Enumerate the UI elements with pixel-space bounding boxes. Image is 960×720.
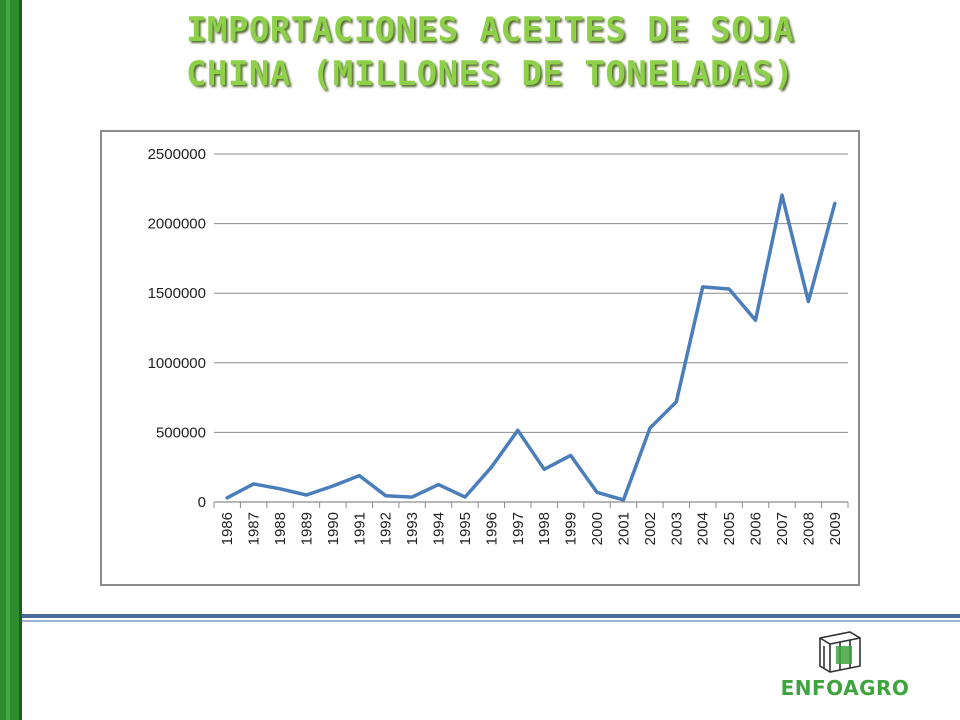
y-tick-label: 2500000: [148, 146, 206, 163]
data-point: [648, 427, 652, 430]
x-tick-label: 2008: [800, 512, 817, 545]
data-point: [569, 454, 572, 457]
x-tick-label: 2005: [721, 512, 738, 545]
data-point: [780, 193, 784, 197]
data-point: [410, 495, 414, 499]
series-line: [225, 193, 837, 502]
x-tick-label: 2002: [642, 512, 659, 545]
y-tick-label: 1000000: [148, 355, 206, 372]
y-tick-label: 500000: [156, 424, 206, 441]
y-tick-label: 1500000: [148, 285, 206, 302]
y-axis-labels: 0 500000 1000000 1500000 2000000 2500000: [148, 146, 206, 511]
chart-frame: 0 500000 1000000 1500000 2000000 2500000 1986…: [100, 130, 860, 586]
x-tick-label: 2000: [589, 512, 606, 545]
line-chart: 0 500000 1000000 1500000 2000000 2500000 1986…: [148, 146, 849, 545]
x-tick-label: 1995: [457, 512, 474, 545]
x-tick-label: 1991: [351, 512, 368, 545]
data-point: [490, 466, 493, 469]
enfoagro-logo-icon: [819, 631, 861, 673]
y-tick-label: 2000000: [148, 216, 206, 233]
x-axis: [213, 501, 849, 508]
data-point: [622, 498, 625, 502]
data-point: [305, 493, 308, 497]
x-tick-label: 1990: [325, 512, 342, 545]
footer-rule-thin: [22, 620, 960, 622]
data-point: [727, 287, 731, 291]
data-point: [701, 285, 704, 289]
x-axis-labels: 1986 1987 1988 1989 1990 1991 1992 1993 1994 1995…: [219, 512, 844, 545]
x-tick-label: 1997: [510, 512, 527, 545]
x-tick-label: 1988: [272, 512, 289, 545]
x-tick-label: 1987: [246, 512, 263, 545]
data-point: [358, 474, 361, 477]
x-tick-label: 1994: [431, 512, 448, 545]
data-point: [463, 495, 467, 499]
slide-title: IMPORTACIONES ACEITES DE SOJA CHINA (MIL…: [40, 8, 940, 96]
x-tick-label: 2004: [695, 512, 712, 545]
y-tick-label: 0: [198, 494, 206, 511]
data-point: [754, 319, 757, 322]
x-tick-label: 2009: [827, 512, 844, 545]
x-tick-label: 1989: [298, 512, 315, 545]
left-accent-bar: [0, 0, 22, 720]
series-lines: [225, 193, 837, 502]
left-accent-stripe: [6, 0, 10, 720]
data-point: [595, 491, 599, 494]
title-line-1: IMPORTACIONES ACEITES DE SOJA: [185, 10, 795, 50]
data-point: [278, 487, 282, 490]
x-tick-label: 2006: [748, 512, 765, 545]
data-point: [833, 202, 836, 205]
x-tick-label: 1999: [563, 512, 580, 545]
x-tick-label: 2001: [615, 512, 632, 545]
x-tick-label: 2003: [668, 512, 685, 545]
x-tick-label: 1998: [536, 512, 553, 545]
data-point: [437, 483, 440, 486]
data-point: [543, 468, 546, 471]
data-point: [675, 400, 678, 403]
x-tick-label: 2007: [774, 512, 791, 545]
logo-text: ENFOAGRO: [780, 676, 910, 700]
data-point: [384, 494, 387, 497]
x-tick-label: 1993: [404, 512, 421, 545]
x-tick-label: 1996: [483, 512, 500, 545]
data-point: [226, 496, 229, 500]
footer-rule: [22, 614, 960, 618]
data-point: [807, 300, 810, 303]
data-point: [516, 429, 519, 432]
data-point: [331, 484, 335, 488]
data-point: [252, 482, 255, 486]
title-line-2: CHINA (MILLONES DE TONELADAS): [185, 54, 795, 94]
x-tick-label: 1986: [219, 512, 236, 545]
x-tick-label: 1992: [378, 512, 395, 545]
